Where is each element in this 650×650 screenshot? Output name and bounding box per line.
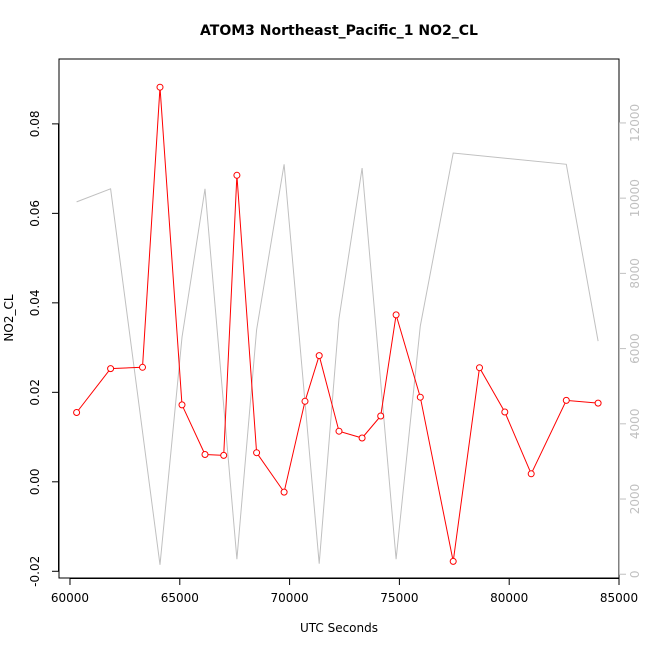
data-point xyxy=(73,409,81,416)
x-tick-label: 80000 xyxy=(490,591,528,605)
y2-tick-label: 12000 xyxy=(628,104,642,142)
y-tick-label: -0.02 xyxy=(28,556,42,587)
x-tick-label: 60000 xyxy=(51,591,89,605)
data-point xyxy=(392,311,400,319)
y-axis: -0.02 0.00 0.02 0.04 0.06 0.08 xyxy=(28,111,59,587)
data-point xyxy=(527,470,535,478)
data-point xyxy=(253,449,261,457)
y-tick-label: 0.06 xyxy=(28,200,42,227)
data-point xyxy=(233,171,241,179)
y-tick-label: 0.00 xyxy=(28,468,42,495)
y2-tick-label: 8000 xyxy=(628,258,642,289)
y-tick-label: 0.08 xyxy=(28,111,42,138)
y2-tick-label: 4000 xyxy=(628,409,642,440)
data-point xyxy=(449,557,457,565)
y2-tick-label: 10000 xyxy=(628,179,642,217)
data-point xyxy=(139,363,146,371)
x-tick-label: 65000 xyxy=(161,591,199,605)
data-point xyxy=(476,364,483,372)
data-point xyxy=(562,396,570,404)
data-point xyxy=(220,451,228,459)
data-point xyxy=(156,83,164,91)
y2-tick-label: 0 xyxy=(628,570,642,578)
x-tick-label: 85000 xyxy=(600,591,638,605)
chart-title: ATOM3 Northeast_Pacific_1 NO2_CL xyxy=(200,23,478,39)
data-point xyxy=(501,408,509,416)
data-point xyxy=(301,397,309,405)
y2-tick-label: 2000 xyxy=(628,484,642,515)
y-axis-title: NO2_CL xyxy=(2,294,16,341)
secondary-series-line xyxy=(76,152,599,565)
data-point xyxy=(201,451,209,458)
data-point xyxy=(315,352,323,360)
x-axis-title: UTC Seconds xyxy=(300,621,378,635)
data-point xyxy=(358,434,366,442)
x-tick-label: 75000 xyxy=(380,591,418,605)
y2-tick-label: 6000 xyxy=(628,333,642,364)
data-point xyxy=(594,399,602,407)
data-point xyxy=(335,427,343,435)
y-tick-label: 0.04 xyxy=(28,289,42,316)
data-point xyxy=(377,412,385,420)
data-point xyxy=(178,401,186,409)
data-point xyxy=(107,365,115,373)
x-tick-label: 70000 xyxy=(270,591,308,605)
x-axis: 60000 65000 70000 75000 80000 85000 xyxy=(51,578,638,605)
series-line xyxy=(76,87,599,562)
plot-area xyxy=(73,83,602,565)
data-point xyxy=(280,488,288,496)
data-point xyxy=(416,393,424,401)
y-tick-label: 0.02 xyxy=(28,379,42,406)
secondary-y-axis: 0 2000 4000 6000 8000 10000 12000 xyxy=(619,104,642,578)
